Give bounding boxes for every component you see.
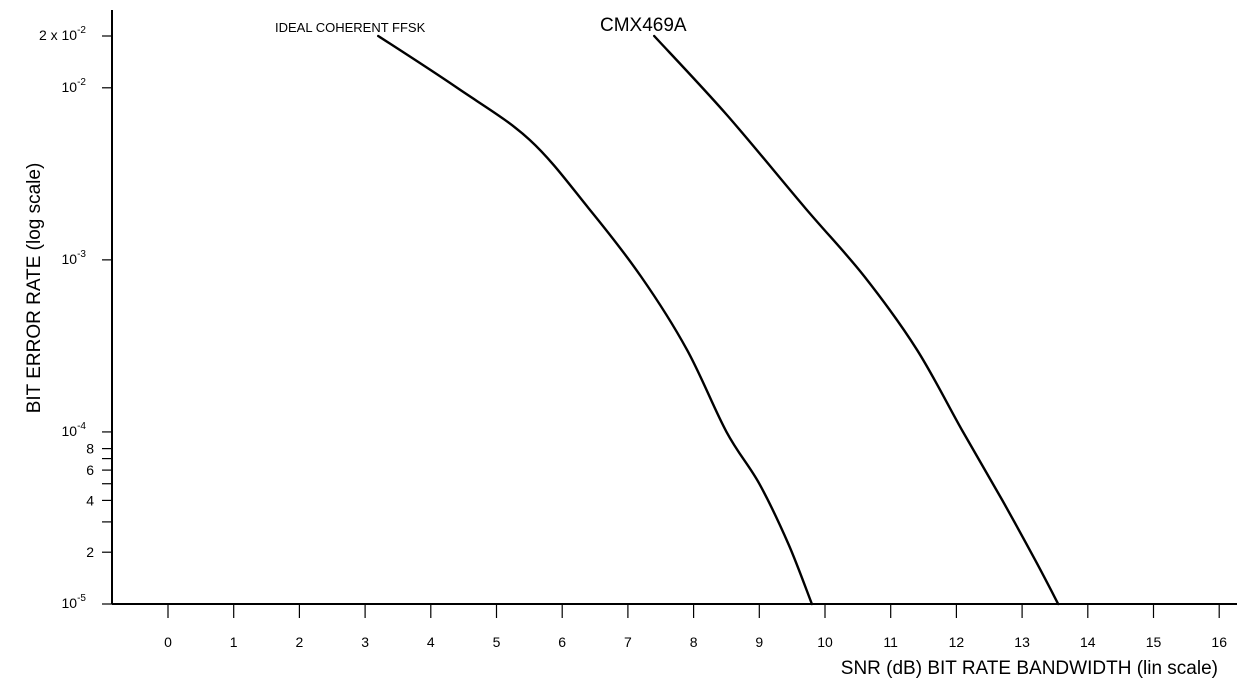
x-ticks: 0 1 2 3 4 5 6 7 8 9 10 11 12 13 14 15 16: [164, 604, 1227, 650]
y-ticks: 10-2 10-3 10-4 10-5 2 x 10-2 8 6 4 2: [39, 25, 112, 611]
x-tick-label: 6: [558, 634, 566, 650]
x-axis-title: SNR (dB) BIT RATE BANDWIDTH (lin scale): [841, 658, 1218, 679]
y-minor-tick-label: 4: [86, 492, 94, 508]
x-tick-label: 4: [427, 634, 435, 650]
x-tick-label: 11: [883, 634, 898, 650]
y-tick-label: 10-3: [62, 249, 87, 267]
y-axis-title: BIT ERROR RATE (log scale): [24, 163, 45, 414]
series-label-ideal-ffsk: IDEAL COHERENT FFSK: [275, 20, 426, 35]
x-tick-label: 10: [817, 634, 833, 650]
y-minor-tick-label: 8: [86, 441, 94, 457]
y-top-label: 2 x 10-2: [39, 25, 86, 43]
x-tick-label: 8: [690, 634, 698, 650]
x-tick-label: 12: [949, 634, 965, 650]
x-tick-label: 15: [1146, 634, 1162, 650]
x-tick-label: 7: [624, 634, 632, 650]
curve-ideal-ffsk: [377, 34, 814, 606]
y-tick-label: 10-4: [62, 421, 87, 439]
x-tick-label: 13: [1014, 634, 1030, 650]
y-minor-tick-label: 2: [86, 544, 94, 560]
y-minor-tick-label: 6: [86, 462, 94, 478]
x-tick-label: 9: [755, 634, 763, 650]
y-tick-label: 10-2: [62, 77, 87, 95]
x-tick-label: 14: [1080, 634, 1096, 650]
series-label-cmx469a: CMX469A: [600, 15, 687, 36]
x-tick-label: 3: [361, 634, 369, 650]
curve-cmx469a: [653, 34, 1060, 606]
curves: [377, 34, 1060, 606]
axes: [111, 10, 1237, 605]
x-tick-label: 0: [164, 634, 172, 650]
x-tick-label: 5: [493, 634, 501, 650]
x-tick-label: 16: [1211, 634, 1227, 650]
x-tick-label: 2: [296, 634, 304, 650]
y-tick-label: 10-5: [62, 593, 87, 611]
x-tick-label: 1: [230, 634, 238, 650]
labels: BIT ERROR RATE (log scale) SNR (dB) BIT …: [24, 15, 1218, 679]
